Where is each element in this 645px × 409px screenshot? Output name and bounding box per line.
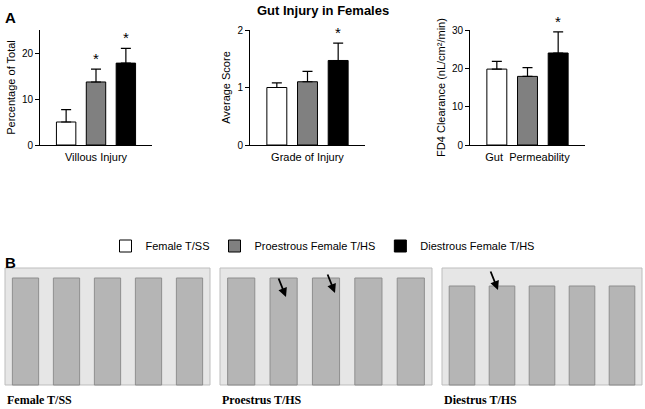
svg-text:0: 0 [457, 140, 463, 151]
svg-text:20: 20 [22, 48, 34, 59]
svg-text:*: * [555, 13, 561, 30]
svg-text:FD4 Clearance (nL/cm²/min): FD4 Clearance (nL/cm²/min) [435, 18, 447, 157]
svg-text:*: * [123, 29, 129, 46]
svg-text:10: 10 [452, 101, 464, 112]
svg-text:Grade of Injury: Grade of Injury [271, 151, 344, 163]
svg-text:0: 0 [237, 140, 243, 151]
svg-text:Proestrus T/HS: Proestrus T/HS [222, 393, 302, 407]
svg-text:0: 0 [27, 140, 33, 151]
svg-text:2: 2 [237, 25, 243, 36]
svg-text:*: * [93, 50, 99, 67]
svg-text:A: A [5, 9, 16, 26]
svg-text:Gut Permeability: Gut Permeability [485, 151, 570, 163]
svg-text:Villous Injury: Villous Injury [65, 151, 128, 163]
svg-text:Proestrous Female T/HS: Proestrous Female T/HS [255, 240, 376, 252]
svg-text:1: 1 [237, 82, 243, 93]
svg-text:Diestrus T/HS: Diestrus T/HS [444, 393, 517, 407]
svg-text:Gut Injury in Females: Gut Injury in Females [257, 3, 389, 18]
svg-text:30: 30 [452, 25, 464, 36]
svg-text:Diestrous Female T/HS: Diestrous Female T/HS [420, 240, 534, 252]
svg-text:Female T/SS: Female T/SS [7, 393, 72, 407]
svg-text:Percentage of Total: Percentage of Total [5, 40, 17, 135]
svg-text:*: * [335, 24, 341, 41]
svg-text:Female T/SS: Female T/SS [146, 240, 210, 252]
svg-text:Average Score: Average Score [220, 51, 232, 124]
svg-text:B: B [5, 254, 16, 271]
svg-text:20: 20 [452, 63, 464, 74]
svg-text:10: 10 [22, 94, 34, 105]
